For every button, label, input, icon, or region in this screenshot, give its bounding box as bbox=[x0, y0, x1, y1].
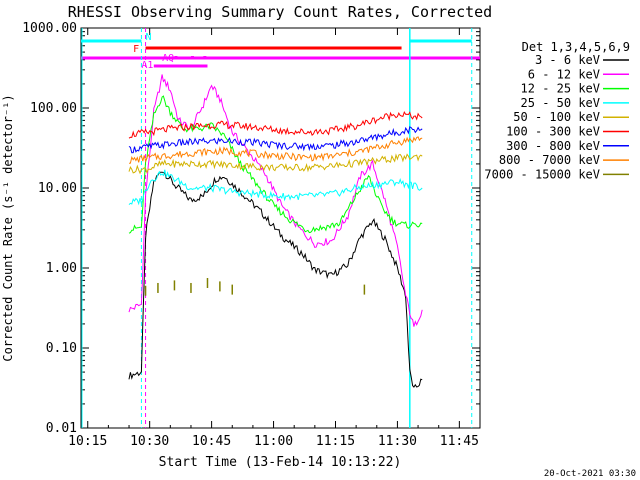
footer-timestamp: 20-Oct-2021 03:30 bbox=[544, 469, 636, 479]
attenuator-flag-dot bbox=[174, 56, 178, 59]
legend-label: 12 - 25 keV bbox=[521, 82, 600, 96]
x-tick-label: 11:00 bbox=[254, 434, 293, 449]
y-tick-label: 0.01 bbox=[46, 421, 77, 436]
attenuator-flag-dot bbox=[203, 56, 207, 59]
series-line-12-25 bbox=[128, 95, 423, 234]
legend-label: 50 - 100 keV bbox=[513, 110, 600, 124]
series-line-6-12 bbox=[128, 74, 423, 327]
series-line-100-300 bbox=[128, 111, 423, 139]
series-line-25-50 bbox=[128, 169, 423, 206]
y-tick-label: 10.00 bbox=[38, 181, 77, 196]
legend-label: 800 - 7000 keV bbox=[499, 153, 600, 167]
x-tick-label: 11:30 bbox=[378, 434, 417, 449]
y-axis-label: Corrected Count Rate (s⁻¹ detector⁻¹) bbox=[1, 94, 15, 361]
legend-title: Det 1,3,4,5,6,9 bbox=[522, 40, 630, 54]
x-axis: 10:15 10:30 10:45 11:00 11:15 11:30 11:45 bbox=[68, 28, 481, 449]
legend-label: 7000 - 15000 keV bbox=[484, 167, 600, 181]
legend-label: 6 - 12 keV bbox=[528, 67, 600, 81]
y-tick-label: 1.00 bbox=[46, 261, 77, 276]
y-tick-label: 100.00 bbox=[30, 101, 77, 116]
series-line-3-6 bbox=[128, 171, 423, 388]
x-tick-label: 11:15 bbox=[316, 434, 355, 449]
chart-title: RHESSI Observing Summary Count Rates, Co… bbox=[68, 3, 492, 21]
x-tick-label: 10:15 bbox=[68, 434, 107, 449]
legend-label: 25 - 50 keV bbox=[521, 96, 600, 110]
legend-label: 300 - 800 keV bbox=[506, 139, 600, 153]
attenuator-flag-dot bbox=[190, 56, 194, 59]
flag-label-aq: AQ bbox=[162, 53, 174, 64]
flag-label-n: N bbox=[146, 32, 152, 43]
y-tick-label: 1000.00 bbox=[22, 21, 77, 36]
x-tick-label: 11:45 bbox=[440, 434, 479, 449]
series-line-800-7000 bbox=[128, 136, 423, 164]
series-lines bbox=[128, 74, 423, 388]
legend-label: 3 - 6 keV bbox=[535, 53, 600, 67]
x-axis-label: Start Time (13-Feb-14 10:13:22) bbox=[159, 455, 402, 470]
x-tick-label: 10:45 bbox=[192, 434, 231, 449]
flag-label-a1: A1 bbox=[141, 60, 153, 71]
plot-frame bbox=[80, 27, 481, 429]
series-line-50-100 bbox=[128, 153, 423, 175]
legend-label: 100 - 300 keV bbox=[506, 125, 600, 139]
observing-flags: NF AQ A1 bbox=[81, 28, 480, 428]
series-line-300-800 bbox=[128, 126, 423, 154]
flag-label-f: F bbox=[133, 44, 139, 55]
y-axis: 1000.00 100.00 10.00 1.00 0.10 0.01 bbox=[22, 21, 480, 436]
y-tick-label: 0.10 bbox=[46, 341, 77, 356]
x-tick-label: 10:30 bbox=[130, 434, 169, 449]
